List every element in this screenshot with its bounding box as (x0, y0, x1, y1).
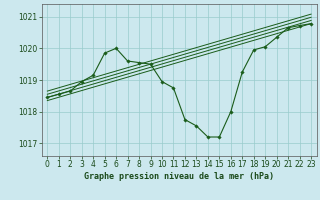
X-axis label: Graphe pression niveau de la mer (hPa): Graphe pression niveau de la mer (hPa) (84, 172, 274, 181)
